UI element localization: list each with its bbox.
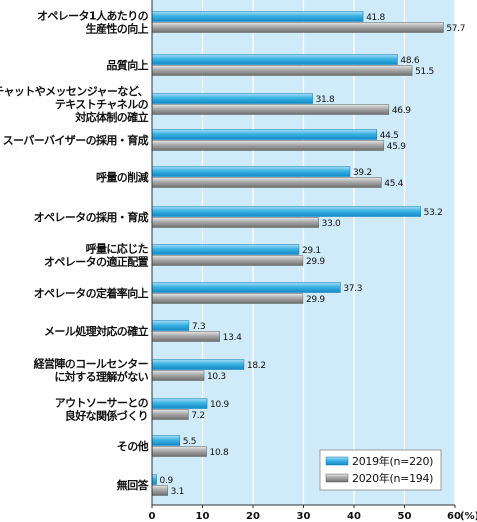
value-label-2020-12: 3.1 (171, 487, 184, 497)
category-label-line: オペレータの定着率向上 (34, 286, 149, 300)
bar-2019-7 (151, 282, 341, 293)
bar-2020-11 (151, 446, 207, 457)
value-label-2019-11: 5.5 (183, 437, 196, 447)
bar-2019-4 (151, 166, 351, 177)
value-label-2019-8: 7.3 (192, 322, 205, 332)
category-label-11: その他 (117, 439, 149, 453)
value-label-2019-4: 39.2 (353, 168, 372, 178)
value-label-2019-6: 29.1 (302, 246, 321, 256)
category-label-line: 経営陣のコールセンター (34, 357, 149, 371)
category-label-line: テキストチャネルの (55, 98, 149, 111)
category-label-3: スーパーバイザーの採用・育成 (3, 133, 149, 147)
value-label-2020-7: 29.9 (306, 295, 325, 305)
bar-2019-11 (151, 435, 181, 446)
value-label-2020-11: 10.8 (210, 448, 229, 458)
bar-2020-4 (151, 177, 382, 188)
bar-2019-2 (151, 93, 313, 104)
value-label-2020-2: 46.9 (392, 106, 411, 116)
category-label-12: 無回答 (117, 478, 150, 492)
category-label-4: 呼量の削減 (96, 170, 149, 184)
category-label-line: オペレータの適正配置 (44, 255, 149, 269)
bar-2019-3 (151, 129, 377, 140)
category-label-5: オペレータの採用・育成 (34, 210, 149, 224)
category-label-line: 無回答 (117, 478, 150, 492)
category-label-8: メール処理対応の確立 (44, 324, 149, 338)
value-label-2019-1: 48.6 (400, 56, 419, 66)
x-tick-label-0: 0 (149, 511, 156, 522)
bar-2019-6 (151, 244, 300, 255)
value-label-2020-3: 45.9 (387, 142, 406, 152)
category-label-0: オペレータ1人あたりの生産性の向上 (37, 9, 149, 36)
value-label-2020-5: 33.0 (322, 219, 341, 229)
category-label-line: 呼量に応じた (86, 242, 149, 256)
bar-2020-5 (151, 217, 319, 228)
category-label-line: チャットやメッセンジャーなど、 (0, 85, 148, 98)
x-tick-label-6: 60 (447, 511, 461, 522)
category-label-line: メール処理対応の確立 (44, 324, 149, 338)
category-label-line: アウトソーサーとの (55, 397, 149, 410)
x-tick-label-4: 40 (347, 511, 361, 522)
category-label-9: 経営陣のコールセンターに対する理解がない (34, 357, 149, 384)
x-tick-label-3: 30 (297, 511, 311, 522)
value-label-2020-10: 7.2 (191, 411, 204, 421)
bar-2019-1 (151, 54, 398, 65)
category-label-2: チャットやメッセンジャーなど、テキストチャネルの対応体制の確立 (0, 85, 149, 124)
x-tick-label-1: 10 (196, 511, 210, 522)
legend-label-2019: 2019年(n=220) (352, 454, 433, 468)
legend-swatch-2020 (325, 473, 349, 483)
value-label-2020-8: 13.4 (223, 333, 242, 343)
value-label-2019-2: 31.8 (316, 95, 335, 105)
bar-2020-0 (151, 22, 444, 33)
bar-2020-6 (151, 255, 304, 266)
category-label-7: オペレータの定着率向上 (34, 286, 149, 300)
x-tick-label-5: 50 (398, 511, 412, 522)
value-label-2020-0: 57.7 (446, 24, 465, 34)
value-label-2019-0: 41.8 (366, 13, 385, 23)
value-label-2019-9: 18.2 (247, 361, 266, 371)
category-label-10: アウトソーサーとの良好な関係づくり (55, 397, 149, 423)
category-label-line: オペレータの採用・育成 (34, 210, 149, 224)
value-label-2020-1: 51.5 (415, 67, 434, 77)
bar-2019-5 (151, 206, 421, 217)
bar-2020-9 (151, 370, 205, 381)
value-label-2019-5: 53.2 (424, 208, 443, 218)
x-axis-unit: (%) (460, 511, 477, 522)
value-label-2019-10: 10.9 (210, 400, 229, 410)
bar-2019-8 (151, 320, 190, 331)
category-label-line: オペレータ1人あたりの (37, 9, 149, 23)
value-label-2020-4: 45.4 (384, 179, 403, 189)
bar-2020-12 (151, 485, 168, 496)
value-label-2019-12: 0.9 (160, 476, 174, 486)
category-label-line: その他 (117, 439, 149, 453)
bar-2020-10 (151, 409, 189, 420)
category-label-1: 品質向上 (106, 58, 148, 72)
value-label-2020-6: 29.9 (306, 257, 325, 267)
bar-2019-12 (151, 474, 157, 485)
category-label-line: に対する理解がない (54, 370, 148, 384)
bar-2019-10 (151, 398, 208, 409)
category-label-line: 良好な関係づくり (65, 409, 148, 423)
bar-2020-7 (151, 293, 304, 304)
legend-label-2020: 2020年(n=194) (352, 471, 433, 485)
category-label-line: 対応体制の確立 (74, 110, 148, 124)
value-label-2019-3: 44.5 (380, 131, 399, 141)
legend-swatch-2019 (325, 456, 349, 466)
bar-2020-3 (151, 140, 385, 151)
category-label-line: 品質向上 (106, 58, 148, 72)
bar-2019-9 (151, 359, 245, 370)
bar-2019-0 (151, 11, 364, 22)
category-label-6: 呼量に応じたオペレータの適正配置 (44, 242, 149, 269)
legend-box (319, 449, 442, 491)
value-label-2020-9: 10.3 (207, 372, 226, 382)
bar-2020-8 (151, 331, 220, 342)
bar-2020-1 (151, 65, 413, 76)
category-label-line: 呼量の削減 (96, 170, 149, 184)
value-label-2019-7: 37.3 (343, 284, 362, 294)
bar-2020-2 (151, 104, 390, 115)
x-tick-label-2: 20 (246, 511, 260, 522)
category-label-line: 生産性の向上 (86, 22, 149, 36)
category-label-line: スーパーバイザーの採用・育成 (3, 133, 149, 147)
